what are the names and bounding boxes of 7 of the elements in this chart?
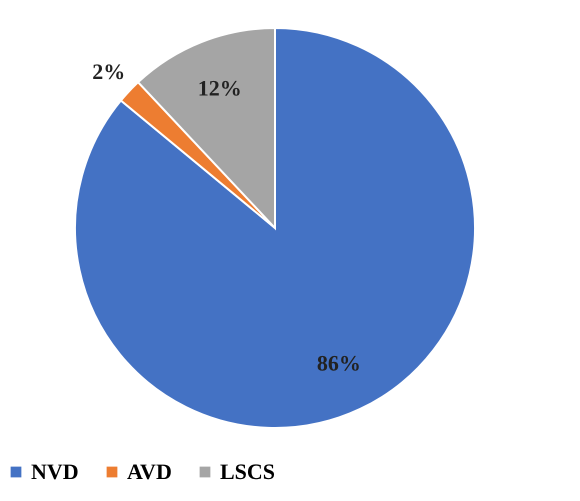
legend-label: NVD [31,459,79,484]
legend-label: LSCS [220,459,276,484]
pie-slice [74,27,476,429]
legend-label: AVD [127,459,172,484]
data-label: 12% [198,76,242,101]
data-label: 86% [316,350,361,376]
data-label: 2% [92,58,126,84]
